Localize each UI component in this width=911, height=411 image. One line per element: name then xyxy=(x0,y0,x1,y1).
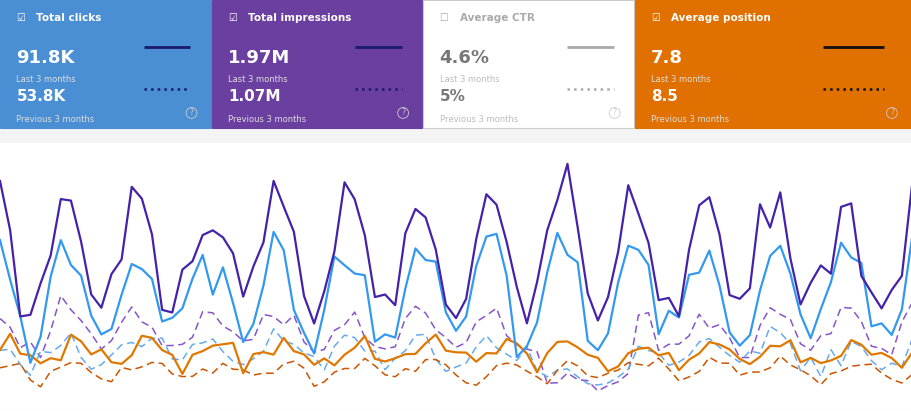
Text: ?: ? xyxy=(401,109,404,118)
FancyBboxPatch shape xyxy=(0,0,210,128)
Text: 7.8: 7.8 xyxy=(650,48,682,67)
Text: Total impressions: Total impressions xyxy=(248,13,351,23)
Text: ☑: ☑ xyxy=(16,13,26,23)
Text: 91.8K: 91.8K xyxy=(16,48,75,67)
Text: Last 3 months: Last 3 months xyxy=(650,75,710,84)
Text: 1.97M: 1.97M xyxy=(228,48,290,67)
Text: ☑: ☑ xyxy=(650,13,660,23)
FancyBboxPatch shape xyxy=(423,0,633,128)
Text: ?: ? xyxy=(612,109,616,118)
Text: Last 3 months: Last 3 months xyxy=(16,75,76,84)
Text: 4.6%: 4.6% xyxy=(439,48,489,67)
Text: ?: ? xyxy=(189,109,193,118)
FancyBboxPatch shape xyxy=(211,0,422,128)
Text: ☐: ☐ xyxy=(439,13,448,23)
Text: Average CTR: Average CTR xyxy=(459,13,534,23)
Text: Previous 3 months: Previous 3 months xyxy=(16,115,95,124)
Text: Last 3 months: Last 3 months xyxy=(228,75,287,84)
Text: 53.8K: 53.8K xyxy=(16,89,66,104)
Text: ☑: ☑ xyxy=(228,13,237,23)
Text: Average position: Average position xyxy=(670,13,770,23)
Text: Previous 3 months: Previous 3 months xyxy=(228,115,306,124)
Text: 5%: 5% xyxy=(439,89,465,104)
Text: ?: ? xyxy=(889,109,893,118)
Text: Last 3 months: Last 3 months xyxy=(439,75,498,84)
Text: Previous 3 months: Previous 3 months xyxy=(439,115,517,124)
FancyBboxPatch shape xyxy=(634,0,910,128)
Text: 8.5: 8.5 xyxy=(650,89,677,104)
Text: Previous 3 months: Previous 3 months xyxy=(650,115,729,124)
Text: 1.07M: 1.07M xyxy=(228,89,281,104)
Text: Total clicks: Total clicks xyxy=(36,13,102,23)
